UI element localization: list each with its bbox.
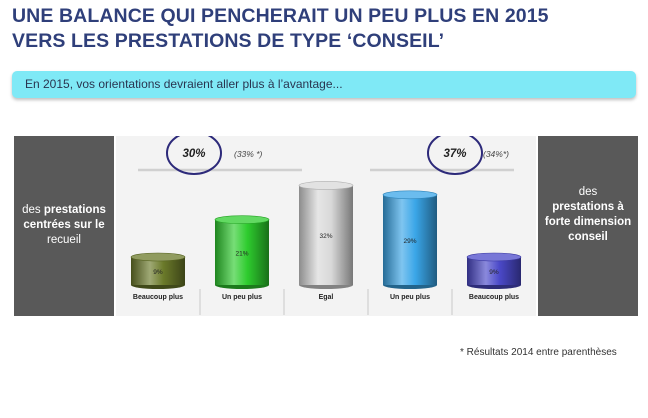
bar-cap	[298, 181, 354, 190]
bar-3	[298, 181, 354, 289]
bar-value-label: 32%	[319, 233, 332, 240]
bar-cap	[214, 215, 270, 224]
bar-value-label: 9%	[153, 269, 163, 276]
bar-value-label: 9%	[489, 269, 499, 276]
left-side-panel: des prestations centrées sur le recueil	[14, 136, 114, 316]
category-label: Beaucoup plus	[469, 294, 519, 301]
bar-value-label: 29%	[403, 238, 416, 245]
bar-body	[299, 185, 353, 285]
left-panel-bold: prestations centrées sur le	[23, 204, 106, 231]
group-previous-value: (34%*)	[483, 149, 509, 159]
footnote: * Résultats 2014 entre parenthèses	[460, 347, 617, 358]
bar-body	[383, 194, 437, 285]
highlight-circle	[166, 136, 222, 175]
highlight-circle	[427, 136, 483, 175]
subtitle-text: En 2015, vos orientations devraient alle…	[25, 77, 343, 91]
page-title: UNE BALANCE QUI PENCHERAIT UN PEU PLUS E…	[12, 4, 642, 54]
bar-cap	[130, 252, 186, 262]
group-total-value: 37%	[443, 148, 466, 160]
left-panel-post: recueil	[47, 234, 81, 246]
right-panel-pre: des	[578, 186, 598, 198]
bar-2	[214, 215, 270, 289]
bar-value-label: 21%	[235, 250, 248, 257]
group-previous-value: (33% *)	[234, 149, 263, 159]
bar-body	[467, 257, 521, 285]
group-total-value: 30%	[182, 148, 205, 160]
title-line-1: UNE BALANCE QUI PENCHERAIT UN PEU PLUS E…	[12, 5, 549, 27]
bar-1	[130, 252, 186, 289]
right-side-panel: des prestations à forte dimension consei…	[538, 136, 638, 316]
bar-4	[382, 190, 438, 289]
category-label: Beaucoup plus	[133, 294, 183, 301]
title-line-2: VERS LES PRESTATIONS DE TYPE ‘CONSEIL’	[12, 30, 445, 52]
left-panel-pre: des	[22, 204, 44, 216]
right-panel-bold: prestations à forte dimension conseil	[544, 201, 632, 243]
chart-area: 9% Beaucoup plus 21% Un peu plus 32% Egal 29% U…	[116, 136, 536, 316]
bar-5	[466, 252, 522, 289]
bar-body	[215, 219, 269, 285]
bar-body	[131, 257, 185, 285]
bar-cap	[382, 190, 438, 200]
subtitle-banner: En 2015, vos orientations devraient alle…	[12, 71, 636, 98]
category-label: Egal	[319, 294, 334, 301]
category-label: Un peu plus	[222, 294, 262, 301]
bar-chart: 9% Beaucoup plus 21% Un peu plus 32% Egal 29% U…	[130, 136, 522, 315]
bar-cap	[466, 252, 522, 262]
category-label: Un peu plus	[390, 294, 430, 301]
